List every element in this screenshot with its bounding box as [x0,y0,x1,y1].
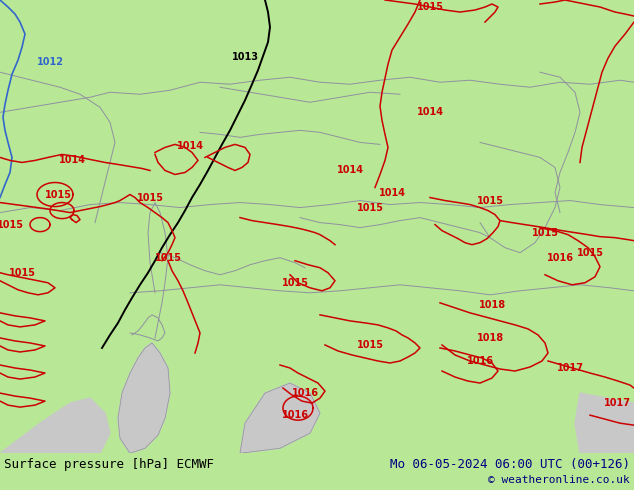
Text: 1015: 1015 [576,248,604,258]
Text: 1017: 1017 [604,398,630,408]
Polygon shape [118,343,170,453]
Text: 1018: 1018 [479,300,505,310]
Polygon shape [240,383,320,453]
Text: Mo 06-05-2024 06:00 UTC (00+126): Mo 06-05-2024 06:00 UTC (00+126) [390,458,630,471]
Text: 1014: 1014 [378,188,406,197]
Polygon shape [0,398,110,453]
Text: 1014: 1014 [58,155,86,166]
Text: 1013: 1013 [231,52,259,62]
Text: 1015: 1015 [281,278,309,288]
Text: 1012: 1012 [37,57,63,67]
Text: 1015: 1015 [477,196,503,205]
Text: 1015: 1015 [136,193,164,202]
Text: © weatheronline.co.uk: © weatheronline.co.uk [488,475,630,485]
Text: 1017: 1017 [557,363,583,373]
Text: 1016: 1016 [281,410,309,420]
Text: Surface pressure [hPa] ECMWF: Surface pressure [hPa] ECMWF [4,458,214,471]
Text: 1015: 1015 [417,2,444,12]
Text: 1014: 1014 [176,142,204,151]
Text: 1015: 1015 [0,220,23,230]
Text: 1014: 1014 [337,166,363,175]
Polygon shape [575,393,634,453]
Text: 1018: 1018 [476,333,503,343]
Text: 1016: 1016 [292,388,318,398]
Text: 1014: 1014 [417,107,444,117]
Text: 1015: 1015 [44,190,72,199]
Text: 1015: 1015 [356,340,384,350]
Text: 1015: 1015 [155,253,181,263]
Text: 1016: 1016 [467,356,493,366]
Text: 1015: 1015 [8,268,36,278]
Text: 1016: 1016 [547,253,574,263]
Text: 1015: 1015 [531,228,559,238]
Text: 1015: 1015 [356,202,384,213]
